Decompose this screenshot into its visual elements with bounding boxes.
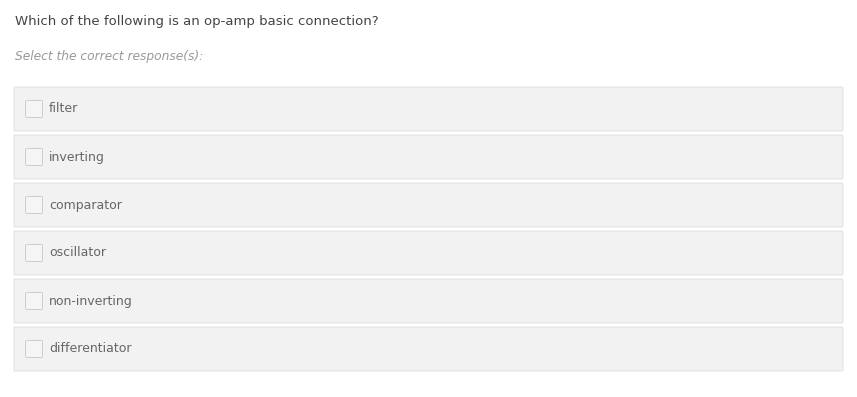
Text: non-inverting: non-inverting — [49, 295, 133, 308]
FancyBboxPatch shape — [14, 87, 843, 131]
Text: oscillator: oscillator — [49, 247, 106, 260]
FancyBboxPatch shape — [14, 135, 843, 179]
FancyBboxPatch shape — [14, 231, 843, 275]
Text: inverting: inverting — [49, 150, 105, 164]
FancyBboxPatch shape — [26, 148, 43, 166]
FancyBboxPatch shape — [26, 197, 43, 214]
FancyBboxPatch shape — [26, 293, 43, 310]
FancyBboxPatch shape — [14, 183, 843, 227]
Text: Select the correct response(s):: Select the correct response(s): — [15, 50, 203, 63]
Text: comparator: comparator — [49, 198, 122, 212]
FancyBboxPatch shape — [14, 279, 843, 323]
FancyBboxPatch shape — [14, 327, 843, 371]
FancyBboxPatch shape — [26, 245, 43, 262]
Text: Which of the following is an op-amp basic connection?: Which of the following is an op-amp basi… — [15, 15, 379, 28]
Text: filter: filter — [49, 102, 78, 116]
FancyBboxPatch shape — [26, 341, 43, 358]
FancyBboxPatch shape — [26, 100, 43, 118]
Text: differentiator: differentiator — [49, 343, 131, 355]
